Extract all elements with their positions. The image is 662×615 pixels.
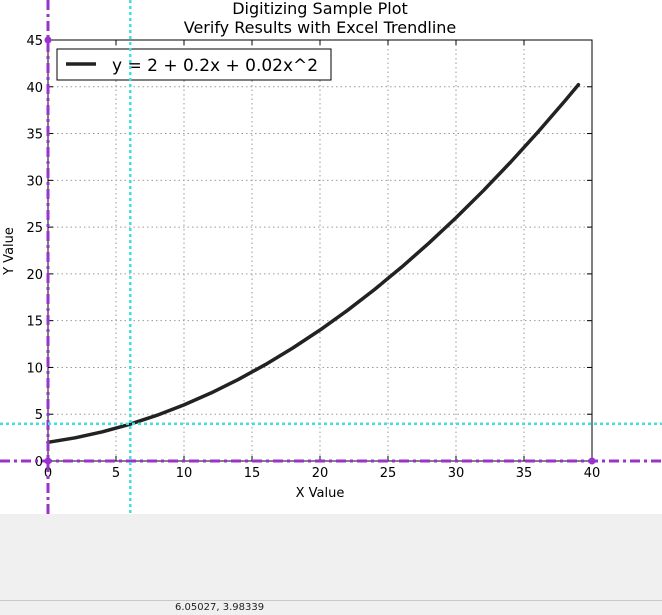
y-tick-label: 45 [26, 34, 43, 49]
y-tick-label: 15 [26, 315, 43, 330]
x-tick-label: 20 [312, 466, 329, 481]
origin-marker [44, 457, 52, 465]
chart-title: Digitizing Sample Plot [232, 0, 408, 18]
series-line [46, 82, 581, 445]
cursor-coordinates: 6.05027, 3.98339 [175, 602, 265, 613]
x-max-marker [588, 457, 596, 465]
y-tick-label: 0 [35, 455, 43, 470]
x-axis-label: X Value [296, 486, 345, 501]
x-tick-label: 10 [176, 466, 193, 481]
y-tick-label: 40 [26, 81, 43, 96]
legend-entry-label: y = 2 + 0.2x + 0.02x^2 [112, 56, 318, 76]
chart-subtitle: Verify Results with Excel Trendline [184, 18, 457, 37]
y-tick-label: 10 [26, 361, 43, 376]
y-tick-label: 35 [26, 128, 43, 143]
y-tick-label: 5 [35, 408, 43, 423]
y-max-marker [44, 36, 52, 44]
axis-ticks: 0 5 10 15 20 25 30 35 40 0 5 10 15 20 25 30 35 40 45 [26, 34, 600, 481]
legend: y = 2 + 0.2x + 0.02x^2 [56, 48, 332, 81]
x-tick-label: 0 [44, 466, 52, 481]
x-tick-label: 35 [516, 466, 533, 481]
lower-panel [0, 514, 662, 600]
x-tick-label: 30 [448, 466, 465, 481]
digitizer-overlay [0, 0, 662, 600]
series-layer [46, 82, 581, 445]
y-axis-label: Y Value [2, 227, 17, 276]
chart-grid [48, 40, 592, 461]
x-tick-label: 40 [584, 466, 601, 481]
x-tick-label: 15 [244, 466, 261, 481]
x-tick-label: 25 [380, 466, 397, 481]
y-tick-label: 25 [26, 221, 43, 236]
y-tick-label: 30 [26, 174, 43, 189]
status-bar: 6.05027, 3.98339 [0, 600, 662, 615]
x-tick-label: 5 [112, 466, 120, 481]
y-tick-label: 20 [26, 268, 43, 283]
legend-box [56, 48, 332, 81]
